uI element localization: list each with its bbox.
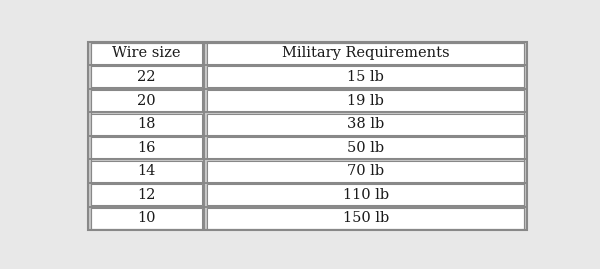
Bar <box>91 137 202 158</box>
Text: 20: 20 <box>137 94 155 108</box>
Bar <box>205 207 527 230</box>
Bar <box>88 183 205 207</box>
Text: Wire size: Wire size <box>112 46 181 60</box>
Bar <box>91 208 202 229</box>
Bar <box>88 136 205 160</box>
Bar <box>205 112 527 136</box>
Bar <box>205 183 527 207</box>
Bar <box>207 208 524 229</box>
Bar <box>88 112 205 136</box>
Text: 50 lb: 50 lb <box>347 141 384 155</box>
Bar <box>207 114 524 134</box>
Bar <box>207 43 524 64</box>
Bar <box>91 43 202 64</box>
Bar <box>91 184 202 205</box>
Bar <box>91 184 202 205</box>
Bar <box>91 90 202 111</box>
Bar <box>207 161 524 182</box>
Bar <box>207 137 524 158</box>
Bar <box>205 112 527 136</box>
Bar <box>91 66 202 87</box>
Bar <box>205 136 527 160</box>
Text: 15 lb: 15 lb <box>347 70 384 84</box>
Bar <box>205 160 527 183</box>
Text: 22: 22 <box>137 70 155 84</box>
Bar <box>88 89 205 112</box>
Bar <box>205 65 527 89</box>
Bar <box>205 42 527 65</box>
Bar <box>88 160 205 183</box>
Bar <box>91 161 202 182</box>
Bar <box>205 160 527 183</box>
Text: 38 lb: 38 lb <box>347 117 384 131</box>
Bar <box>88 65 205 89</box>
Text: Military Requirements: Military Requirements <box>282 46 449 60</box>
Bar <box>88 160 205 183</box>
Bar <box>205 136 527 160</box>
Text: 110 lb: 110 lb <box>343 188 389 202</box>
Text: 16: 16 <box>137 141 155 155</box>
Bar <box>91 90 202 111</box>
Bar <box>91 208 202 229</box>
Bar <box>88 136 205 160</box>
Bar <box>88 42 205 65</box>
Bar <box>207 90 524 111</box>
Bar <box>91 114 202 134</box>
Bar <box>88 207 205 230</box>
Bar <box>207 184 524 205</box>
Text: 10: 10 <box>137 211 155 225</box>
Bar <box>88 89 205 112</box>
Bar <box>91 43 524 229</box>
Text: 12: 12 <box>137 188 155 202</box>
Bar <box>207 114 524 134</box>
Bar <box>88 65 205 89</box>
Bar <box>207 137 524 158</box>
Text: 70 lb: 70 lb <box>347 164 384 178</box>
Bar <box>88 42 205 65</box>
Bar <box>207 161 524 182</box>
Bar <box>88 183 205 207</box>
Text: 19 lb: 19 lb <box>347 94 384 108</box>
Bar <box>91 66 202 87</box>
Bar <box>205 207 527 230</box>
Text: 150 lb: 150 lb <box>343 211 389 225</box>
Bar <box>207 66 524 87</box>
Text: 18: 18 <box>137 117 155 131</box>
Bar <box>91 137 202 158</box>
Bar <box>88 207 205 230</box>
Bar <box>205 65 527 89</box>
Bar <box>207 90 524 111</box>
Bar <box>207 66 524 87</box>
Bar <box>91 43 202 64</box>
Bar <box>207 208 524 229</box>
Bar <box>88 112 205 136</box>
Bar <box>205 42 527 65</box>
Bar <box>207 184 524 205</box>
Bar <box>205 89 527 112</box>
Bar <box>207 43 524 64</box>
Bar <box>205 89 527 112</box>
Bar <box>91 161 202 182</box>
Bar <box>205 183 527 207</box>
Bar <box>91 114 202 134</box>
Text: 14: 14 <box>137 164 155 178</box>
